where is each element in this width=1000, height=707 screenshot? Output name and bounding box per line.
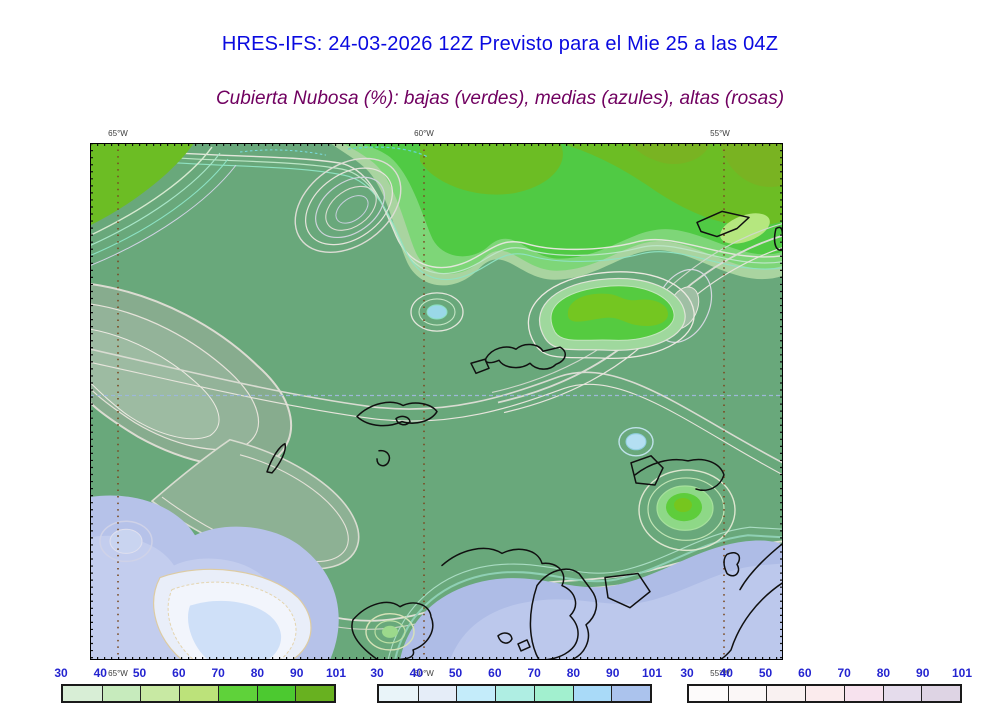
mid-clouds-colorbar-tick-50: 50 [448,666,463,680]
high-clouds-colorbar [687,684,962,703]
low-clouds-colorbar-tick-90: 90 [290,666,304,680]
low-clouds-colorbar-tick-40: 40 [93,666,107,680]
low-cloud-corner-topleft [89,143,237,267]
low-clouds-colorbar-segment [179,686,218,701]
mid-clouds-colorbar-segment [533,686,573,701]
low-clouds-colorbar-tick-60: 60 [172,666,186,680]
mid-clouds-colorbar-segment [495,686,534,701]
high-cloud-ring-small [410,292,464,332]
map-gridlines [90,143,783,660]
mid-clouds-colorbar-tick-101: 101 [641,666,663,680]
low-clouds-colorbar-segment [217,686,257,701]
mid-clouds-colorbar-tick-70: 70 [527,666,541,680]
mid-clouds-colorbar-tick-30: 30 [370,666,384,680]
page-subtitle: Cubierta Nubosa (%): bajas (verdes), med… [215,88,785,109]
high-clouds-colorbar-tick-90: 90 [916,666,930,680]
high-clouds-colorbar-tick-70: 70 [837,666,851,680]
low-clouds-colorbar-segment [63,686,102,701]
high-clouds-colorbar-segment [766,686,806,701]
high-clouds-colorbar-segment [805,686,844,701]
bottom-axis-label-55w: 55°W [710,669,730,678]
low-clouds-colorbar-segment [140,686,180,701]
map-canvas [89,143,784,661]
forecast-map [89,143,784,661]
mid-clouds-colorbar-segment [456,686,496,701]
top-axis-label-65w: 65°W [108,129,128,138]
mid-cloud-area-left [90,495,339,661]
mid-clouds-colorbar-tick-60: 60 [488,666,502,680]
mid-cloud-spot-small [618,426,654,457]
low-clouds-colorbar-tick-50: 50 [132,666,147,680]
low-clouds-colorbar-tick-80: 80 [250,666,265,680]
low-clouds-colorbar-tick-101: 101 [325,666,347,680]
mid-clouds-colorbar-segment [611,686,650,701]
mid-cloud-area-right [387,526,784,661]
low-cloud-spot-bottom [365,613,415,651]
low-clouds-colorbar-segment [101,686,141,701]
low-clouds-colorbar-segment [295,686,334,701]
high-clouds-colorbar-tick-30: 30 [680,666,694,680]
high-cloud-swirl-center [294,157,402,254]
high-clouds-colorbar-tick-101: 101 [951,666,973,680]
top-axis-label-60w: 60°W [414,129,434,138]
high-clouds-colorbar-segment [727,686,767,701]
mid-clouds-colorbar-tick-90: 90 [606,666,620,680]
high-clouds-colorbar-tick-40: 40 [719,666,733,680]
high-clouds-colorbar-tick-50: 50 [758,666,773,680]
bottom-axis-label-65w: 65°W [108,669,128,678]
low-cloud-band-top [149,143,784,286]
mid-clouds-colorbar-tick-80: 80 [566,666,581,680]
mid-clouds-colorbar-segment [379,686,418,701]
mid-clouds-colorbar-tick-40: 40 [409,666,423,680]
bottom-axis-label-60w: 60°W [414,669,434,678]
low-cloud-blob-right [638,469,736,552]
low-clouds-colorbar-segment [256,686,296,701]
map-border [90,143,783,660]
high-cloud-band-left [89,282,360,570]
high-clouds-colorbar-tick-60: 60 [798,666,812,680]
mid-clouds-colorbar [377,684,652,703]
top-axis-label-55w: 55°W [710,129,730,138]
high-clouds-colorbar-segment [882,686,922,701]
mid-clouds-colorbar-segment [572,686,612,701]
low-clouds-colorbar-tick-30: 30 [54,666,68,680]
mid-clouds-colorbar-segment [417,686,457,701]
high-clouds-colorbar-segment [689,686,728,701]
page-title: HRES-IFS: 24-03-2026 12Z Previsto para e… [221,33,779,55]
high-clouds-colorbar-segment [921,686,960,701]
high-clouds-colorbar-segment [843,686,883,701]
low-cloud-blob-center [527,271,695,359]
low-clouds-colorbar-tick-70: 70 [211,666,225,680]
high-clouds-colorbar-tick-80: 80 [876,666,891,680]
coastlines [266,210,784,661]
low-clouds-colorbar [61,684,336,703]
